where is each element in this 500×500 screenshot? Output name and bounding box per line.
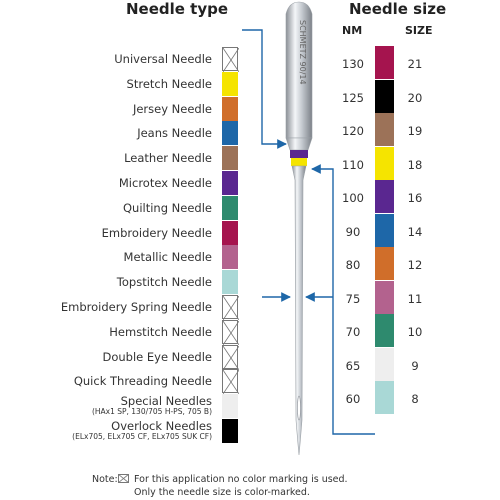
no-color-marking-icon [118, 474, 129, 483]
needle-type-color-swatch [222, 394, 238, 419]
note-prefix: Note: [92, 474, 118, 485]
needle-type-color-swatch [222, 245, 238, 270]
needle-type-color-swatch [222, 171, 238, 195]
size-column-header: SIZE [405, 24, 433, 37]
needle-size-color-swatch [375, 180, 394, 213]
needle-type-label: Jersey Needle [132, 101, 212, 116]
no-color-marking-swatch [222, 295, 239, 320]
note-text-2: Only the needle size is color-marked. [134, 487, 310, 498]
nm-value: 125 [342, 90, 364, 105]
nm-value: 120 [342, 124, 364, 138]
nm-value: 75 [345, 291, 361, 306]
needle-type-label: Stretch Needle [126, 76, 212, 91]
needle-size-heading: Needle size [349, 0, 447, 18]
needle-size-color-ring [291, 158, 307, 166]
no-color-marking-swatch [222, 369, 239, 395]
size-value: 11 [407, 291, 423, 306]
note-text-1: For this application no color marking is… [134, 474, 348, 485]
needle-type-label: Microtex Needle [118, 176, 212, 190]
size-value: 10 [407, 325, 423, 339]
needle-size-color-swatch [375, 347, 394, 381]
size-value: 8 [411, 392, 419, 406]
nm-value: 100 [342, 191, 364, 205]
needle-type-variants: (HAx1 SP, 130/705 H-PS, 705 B) [91, 407, 212, 417]
nm-value: 110 [342, 157, 364, 172]
needle-type-color-swatch [222, 146, 238, 171]
needle-size-color-swatch [375, 381, 394, 414]
needle-size-color-swatch [375, 46, 394, 79]
needle-size-color-swatch [375, 314, 394, 347]
needle-size-color-swatch [375, 79, 394, 113]
needle-type-label: Leather Needle [124, 151, 212, 166]
needle-size-color-swatch [375, 213, 394, 247]
needle-type-label: Double Eye Needle [102, 349, 212, 364]
needle-type-label: Embroidery Needle [101, 225, 212, 240]
needle-type-connector [242, 29, 287, 149]
size-value: 19 [407, 124, 423, 138]
needle-type-label: Topstitch Needle [116, 275, 212, 290]
nm-value: 70 [345, 325, 361, 339]
needle-type-color-swatch [222, 71, 238, 96]
needle-type-color-swatch [222, 96, 238, 121]
needle-blade [291, 165, 307, 456]
nm-column-header: NM [342, 24, 363, 37]
needle-type-label: Quick Threading Needle [73, 374, 212, 389]
needle-type-color-swatch [222, 195, 238, 220]
needle-type-variants: (ELx705, ELx705 CF, ELx705 SUK CF) [72, 432, 212, 441]
nm-value: 80 [345, 258, 361, 272]
size-value: 18 [407, 157, 423, 172]
size-value: 21 [407, 57, 423, 71]
nm-value: 60 [345, 392, 361, 406]
size-value: 16 [407, 191, 423, 205]
no-color-marking-swatch [222, 319, 239, 345]
needle-size-color-swatch [375, 247, 394, 280]
needle-type-color-swatch [222, 270, 238, 295]
needle-type-heading: Needle type [126, 0, 229, 18]
needle-size-connector [311, 164, 375, 435]
size-value: 12 [407, 258, 423, 272]
needle-engraving: SCHMETZ 90/14 [298, 20, 307, 85]
needle-type-label: Embroidery Spring Needle [60, 300, 212, 314]
needle-type-label: Quilting Needle [122, 200, 212, 215]
needle-type-label: Overlock Needles (ELx705, ELx705 CF, ELx7… [72, 420, 212, 441]
needle-type-label: Special Needles (HAx1 SP, 130/705 H-PS, 7… [92, 395, 212, 416]
size-value: 20 [407, 90, 423, 105]
needle-taper [285, 137, 313, 151]
needle-type-label: Jeans Needle [137, 126, 212, 141]
size-value: 14 [407, 224, 423, 239]
needle-type-label: Metallic Needle [123, 250, 212, 265]
note-line-1: Note: [92, 474, 118, 485]
nm-value: 65 [345, 358, 361, 373]
needle-type-color-swatch [222, 220, 238, 245]
size-value: 9 [411, 358, 419, 373]
needle-size-color-swatch [375, 146, 394, 180]
needle-eye [297, 395, 301, 421]
needle-size-color-swatch [375, 113, 394, 146]
needle-type-label: Universal Needle [114, 52, 212, 66]
needle-type-name: Special Needles [120, 394, 212, 409]
needle-type-color-ring [290, 150, 308, 158]
nm-value: 130 [342, 57, 364, 71]
needle-size-color-swatch [375, 280, 394, 314]
needle-type-color-swatch [222, 419, 238, 443]
needle-type-label: Hemstitch Needle [109, 324, 212, 339]
no-color-marking-swatch [222, 344, 239, 370]
needle-shank [285, 1, 313, 139]
nm-value: 90 [345, 224, 361, 239]
needle-type-name: Overlock Needles [111, 419, 212, 433]
needle-type-color-swatch [222, 121, 238, 146]
no-color-marking-swatch [222, 47, 239, 72]
